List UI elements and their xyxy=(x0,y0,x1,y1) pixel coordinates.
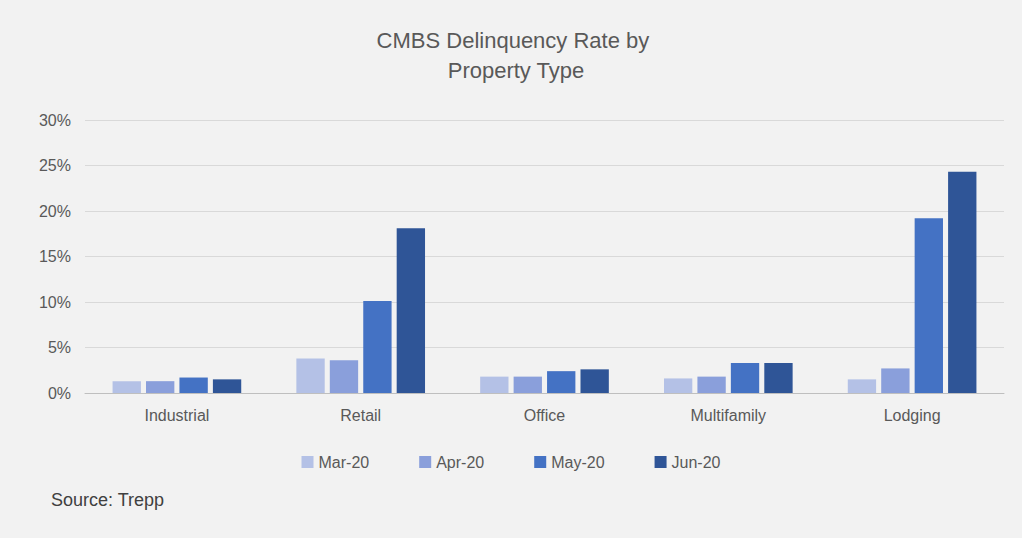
svg-text:Jun-20: Jun-20 xyxy=(672,454,721,471)
svg-text:5%: 5% xyxy=(48,339,71,356)
svg-text:Multifamily: Multifamily xyxy=(691,407,767,424)
svg-text:Apr-20: Apr-20 xyxy=(436,454,484,471)
svg-text:10%: 10% xyxy=(39,294,71,311)
svg-text:Retail: Retail xyxy=(340,407,381,424)
svg-text:CMBS Delinquency Rate by: CMBS Delinquency Rate by xyxy=(377,28,656,53)
svg-text:Mar-20: Mar-20 xyxy=(319,454,370,471)
svg-text:Source: Trepp: Source: Trepp xyxy=(51,490,164,510)
svg-text:Property Type: Property Type xyxy=(448,58,585,83)
svg-text:0%: 0% xyxy=(48,385,71,402)
svg-text:Lodging: Lodging xyxy=(884,407,941,424)
svg-text:15%: 15% xyxy=(39,248,71,265)
svg-text:May-20: May-20 xyxy=(551,454,604,471)
svg-text:Office: Office xyxy=(524,407,566,424)
svg-text:30%: 30% xyxy=(39,112,71,129)
svg-text:25%: 25% xyxy=(39,157,71,174)
svg-text:Industrial: Industrial xyxy=(144,407,209,424)
svg-text:20%: 20% xyxy=(39,203,71,220)
